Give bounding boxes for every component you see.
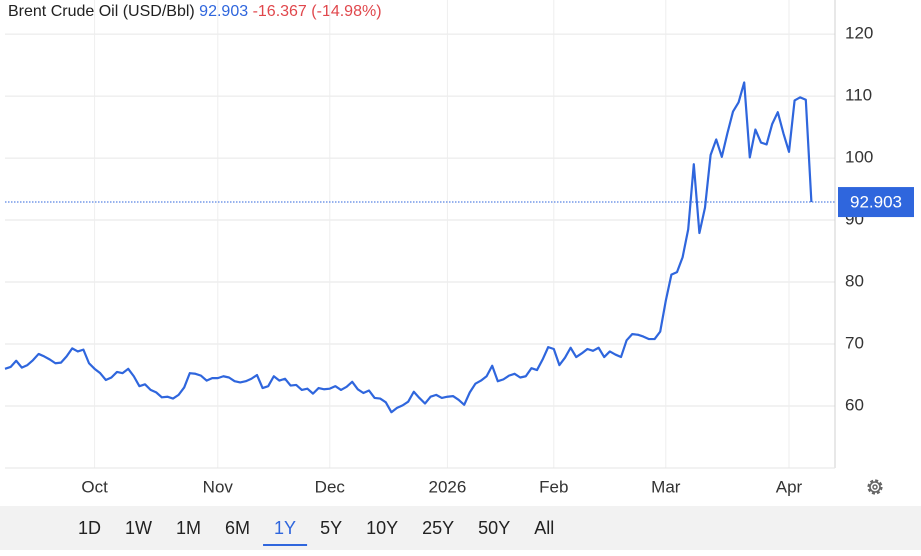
last-value-tag	[838, 187, 914, 218]
y-tick-label: 60	[845, 395, 864, 414]
range-button[interactable]: 1M	[176, 518, 201, 538]
chart-title: Brent Crude Oil (USD/Bbl)	[8, 3, 195, 20]
gear-hole	[872, 484, 878, 490]
x-tick-label: Dec	[315, 477, 346, 496]
range-button-label[interactable]: 1M	[176, 518, 201, 538]
x-tick-label: Nov	[203, 477, 234, 496]
range-button-label[interactable]: 1Y	[274, 518, 296, 538]
range-button[interactable]: 5Y	[320, 518, 342, 538]
gear-ring	[869, 481, 881, 493]
range-button-label[interactable]: 50Y	[478, 518, 510, 538]
y-tick-label: 80	[845, 272, 864, 291]
x-tick-label: 2026	[428, 477, 466, 496]
range-button-label[interactable]: 6M	[225, 518, 250, 538]
range-button[interactable]: 10Y	[366, 518, 398, 538]
range-button[interactable]: 1W	[125, 518, 152, 538]
x-tick-label: Mar	[651, 477, 681, 496]
y-tick-label: 70	[845, 334, 864, 353]
range-button[interactable]: 1D	[78, 518, 101, 538]
change-percent: (-14.98%)	[311, 3, 381, 20]
range-button-label[interactable]: 10Y	[366, 518, 398, 538]
last-value: 92.903	[199, 3, 248, 20]
gear-teeth	[867, 479, 883, 495]
range-button-label[interactable]: All	[534, 518, 554, 538]
range-button[interactable]: 6M	[225, 518, 250, 538]
range-button[interactable]: 1Y	[263, 518, 308, 546]
x-tick-label: Apr	[776, 477, 803, 496]
range-button-label[interactable]: 25Y	[422, 518, 454, 538]
range-button[interactable]: 25Y	[422, 518, 454, 538]
range-button-label[interactable]: 5Y	[320, 518, 342, 538]
last-value-label: 92.903	[850, 193, 902, 212]
range-button-label[interactable]: 1D	[78, 518, 101, 538]
y-tick-label: 120	[845, 24, 873, 43]
range-button[interactable]: All	[534, 518, 554, 538]
plot-area	[5, 0, 836, 469]
x-tick-label: Feb	[539, 477, 568, 496]
header: Brent Crude Oil (USD/Bbl) 92.903 -16.367…	[8, 3, 382, 20]
range-button-label[interactable]: 1W	[125, 518, 152, 538]
change: -16.367	[253, 3, 307, 20]
price-line	[4, 81, 813, 414]
y-tick-label: 110	[845, 86, 872, 105]
range-bar	[0, 506, 921, 550]
settings-icon[interactable]	[867, 479, 883, 495]
x-tick-label: Oct	[81, 477, 108, 496]
range-button[interactable]: 50Y	[478, 518, 510, 538]
y-tick-label: 100	[845, 148, 873, 167]
